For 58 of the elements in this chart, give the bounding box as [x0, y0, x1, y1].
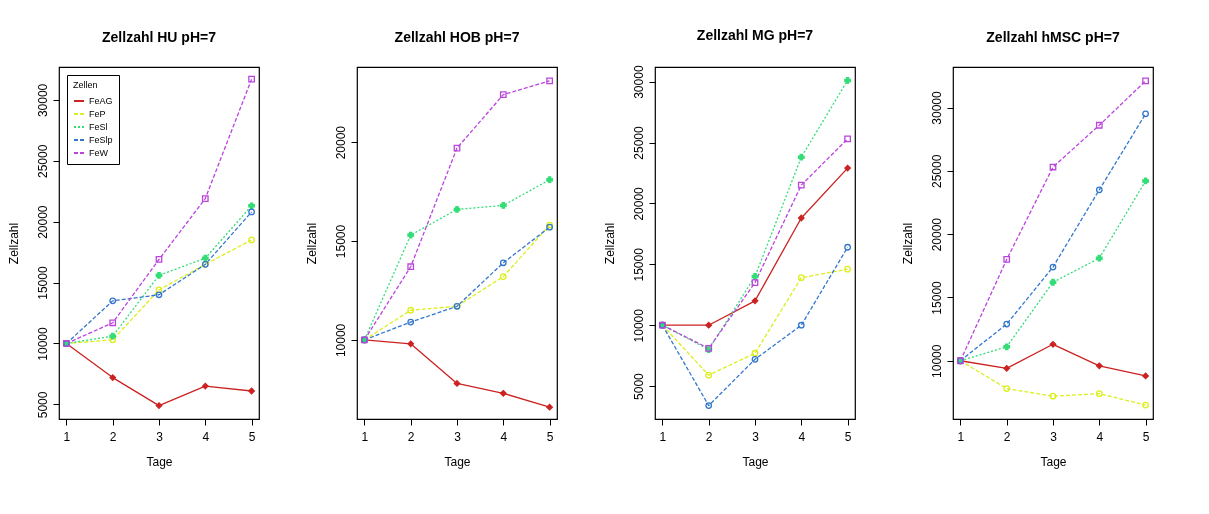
y-tick-label: 15000: [333, 224, 348, 259]
x-tick-label: 1: [659, 429, 667, 444]
y-tick-label: 15000: [35, 266, 50, 300]
legend-label: FeAG: [89, 96, 113, 106]
x-axis-title: Tage: [146, 454, 173, 469]
x-axis-title: Tage: [1040, 454, 1067, 469]
y-tick-label: 10000: [631, 308, 646, 343]
chart-title: Zellzahl hMSC pH=7: [986, 29, 1120, 45]
legend-label: FeW: [89, 148, 109, 158]
y-axis-title: Zellzahl: [602, 222, 617, 265]
y-tick-label: 10000: [929, 344, 944, 378]
x-tick-label: 3: [156, 429, 164, 444]
x-tick-label: 5: [1142, 429, 1150, 444]
x-tick-label: 4: [500, 429, 508, 444]
y-tick-label: 30000: [631, 65, 646, 99]
chart-title: Zellzahl HU pH=7: [102, 29, 217, 45]
y-axis-title: Zellzahl: [6, 222, 21, 265]
x-axis-title: Tage: [444, 454, 471, 469]
x-tick-label: 3: [752, 429, 760, 444]
x-tick-label: 1: [957, 429, 965, 444]
y-tick-label: 15000: [929, 280, 944, 315]
x-tick-label: 1: [63, 429, 71, 444]
x-axis-title: Tage: [742, 454, 769, 469]
legend-label: FeSl: [89, 122, 108, 132]
y-tick-label: 20000: [35, 205, 50, 239]
x-tick-label: 2: [1003, 429, 1011, 444]
x-tick-label: 4: [1096, 429, 1104, 444]
chart-title: Zellzahl MG pH=7: [696, 26, 814, 43]
y-tick-label: 5000: [35, 391, 50, 419]
y-tick-label: 20000: [929, 217, 944, 252]
y-tick-label: 25000: [631, 126, 646, 160]
legend-label: FeSlp: [89, 135, 113, 145]
chart-title: Zellzahl HOB pH=7: [394, 29, 520, 45]
legend-title: Zellen: [73, 80, 98, 90]
y-tick-label: 20000: [631, 186, 646, 221]
y-tick-label: 5000: [631, 372, 646, 400]
x-tick-label: 5: [248, 429, 256, 444]
y-tick-label: 15000: [631, 247, 646, 282]
x-tick-label: 3: [1050, 429, 1058, 444]
x-tick-label: 2: [705, 429, 713, 444]
y-axis-title: Zellzahl: [304, 222, 319, 265]
x-tick-label: 1: [361, 429, 369, 444]
x-tick-label: 2: [109, 429, 117, 444]
y-tick-label: 25000: [929, 154, 944, 189]
y-tick-label: 10000: [35, 326, 50, 361]
x-tick-label: 3: [454, 429, 462, 444]
y-tick-label: 30000: [35, 83, 50, 118]
y-tick-label: 25000: [35, 144, 50, 178]
x-tick-label: 5: [546, 429, 554, 444]
y-axis-title: Zellzahl: [900, 222, 915, 265]
x-tick-label: 4: [798, 429, 806, 444]
legend-label: FeP: [89, 109, 106, 119]
y-tick-label: 10000: [333, 323, 348, 358]
y-tick-label: 20000: [333, 125, 348, 160]
x-tick-label: 5: [844, 429, 852, 444]
y-tick-label: 30000: [929, 91, 944, 125]
x-tick-label: 2: [407, 429, 415, 444]
x-tick-label: 4: [202, 429, 210, 444]
